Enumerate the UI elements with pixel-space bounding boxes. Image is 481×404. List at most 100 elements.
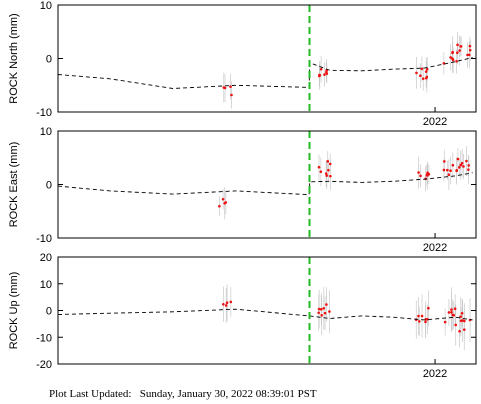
rapid-point xyxy=(94,0,97,1)
rapid-point xyxy=(193,0,196,1)
rapid-point xyxy=(408,0,411,1)
final-point xyxy=(459,163,463,167)
rapid-point xyxy=(151,0,154,1)
rapid-point xyxy=(367,0,370,1)
rapid-point xyxy=(188,0,191,1)
rapid-point xyxy=(85,0,88,1)
rapid-point xyxy=(311,0,314,1)
rapid-point xyxy=(207,0,210,1)
rapid-point xyxy=(349,0,352,1)
rapid-point xyxy=(108,0,111,1)
rapid-point xyxy=(338,0,341,1)
rapid-point xyxy=(166,0,169,1)
final-point xyxy=(229,85,232,88)
rapid-point xyxy=(216,0,219,1)
rapid-point xyxy=(198,0,201,1)
rapid-point xyxy=(128,0,131,1)
rapid-point xyxy=(127,0,130,1)
rapid-point xyxy=(141,0,144,1)
rapid-point xyxy=(112,0,115,1)
rapid-point xyxy=(110,0,113,1)
rapid-point xyxy=(349,0,352,1)
rapid-point xyxy=(107,0,110,1)
rapid-point xyxy=(339,0,342,1)
rapid-point xyxy=(233,0,236,1)
rapid-point xyxy=(311,0,314,1)
rapid-point xyxy=(182,0,185,1)
rapid-point xyxy=(411,0,414,1)
rapid-point xyxy=(68,0,71,1)
rapid-point xyxy=(58,0,61,1)
rapid-point xyxy=(145,0,148,1)
rapid-point xyxy=(412,0,415,1)
rapid-point xyxy=(414,0,417,1)
rapid-point xyxy=(132,0,135,1)
rapid-point xyxy=(107,0,110,1)
rapid-point xyxy=(384,0,387,1)
rapid-point xyxy=(365,0,368,1)
rapid-point xyxy=(333,0,336,1)
rapid-point xyxy=(399,0,402,1)
rapid-point xyxy=(148,0,151,1)
rapid-point xyxy=(340,0,343,1)
rapid-point xyxy=(349,0,352,1)
rapid-point xyxy=(402,0,405,1)
rapid-point xyxy=(72,0,75,1)
rapid-point xyxy=(339,0,342,1)
rapid-point xyxy=(149,0,152,1)
rapid-point xyxy=(152,0,155,1)
rapid-point xyxy=(95,0,98,1)
rapid-point xyxy=(128,0,131,1)
rapid-point xyxy=(139,0,142,1)
rapid-point xyxy=(92,0,95,1)
rapid-point xyxy=(143,0,146,1)
rapid-point xyxy=(351,0,354,1)
final-point xyxy=(420,314,424,318)
final-point xyxy=(318,73,322,77)
rapid-point xyxy=(132,0,135,1)
rapid-point xyxy=(383,0,386,1)
rapid-point xyxy=(402,0,405,1)
rapid-point xyxy=(226,0,229,1)
rapid-point xyxy=(120,0,123,1)
rapid-point xyxy=(141,0,144,1)
rapid-point xyxy=(229,0,232,1)
time-series-figure: -10 0 10 2022 ROCK North (mm) -10 0 10 2022 ROCK … xyxy=(8,0,477,380)
rapid-point xyxy=(96,0,99,1)
rapid-point xyxy=(196,0,199,1)
rapid-point xyxy=(225,0,228,1)
rapid-point xyxy=(390,0,393,1)
final-point xyxy=(324,172,328,175)
rapid-point xyxy=(203,0,206,1)
rapid-point xyxy=(235,0,238,1)
rapid-point xyxy=(213,0,216,1)
rapid-point xyxy=(345,0,348,1)
rapid-point xyxy=(65,0,68,1)
final-point xyxy=(443,320,447,324)
plot-area xyxy=(58,0,473,109)
rapid-point xyxy=(304,0,307,1)
final-point xyxy=(425,67,429,71)
rapid-point xyxy=(208,0,211,1)
rapid-point xyxy=(231,0,234,1)
rapid-point xyxy=(215,0,218,1)
final-point xyxy=(467,164,471,167)
rapid-point xyxy=(99,0,102,1)
rapid-point xyxy=(183,0,186,1)
rapid-point xyxy=(373,0,376,1)
rapid-point xyxy=(221,0,224,1)
rapid-point xyxy=(232,0,235,1)
rapid-point xyxy=(345,0,348,1)
rapid-point xyxy=(316,0,319,1)
rapid-point xyxy=(110,0,113,1)
rapid-point xyxy=(110,0,113,1)
final-point xyxy=(427,172,431,176)
rapid-point xyxy=(371,0,374,1)
rapid-point xyxy=(394,0,397,1)
rapid-point xyxy=(84,0,87,1)
rapid-point xyxy=(76,0,79,1)
rapid-point xyxy=(222,0,225,1)
rapid-point xyxy=(195,0,198,1)
rapid-point xyxy=(342,0,345,1)
rapid-point xyxy=(131,0,134,1)
